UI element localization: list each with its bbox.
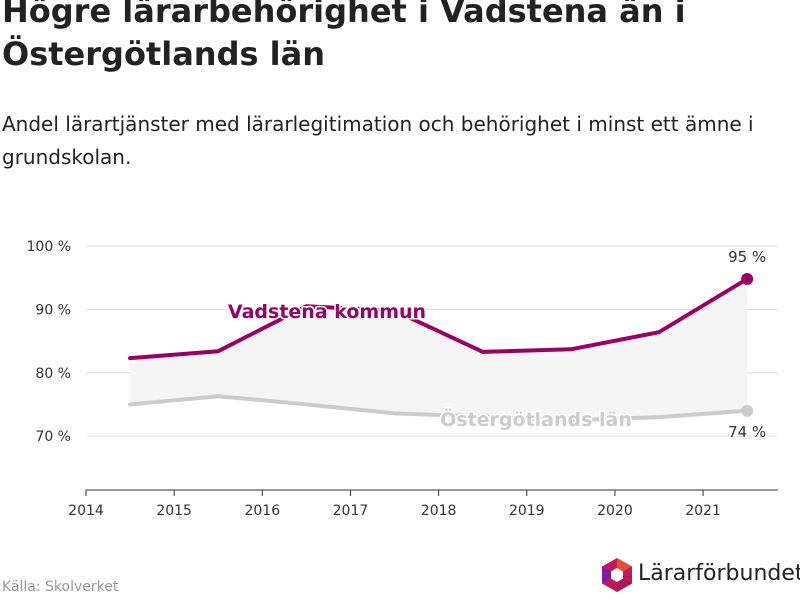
series-label: Östergötlands län (440, 407, 632, 431)
y-tick-label: 80 % (35, 366, 71, 382)
series-line (128, 394, 750, 423)
source-note: Källa: Skolverket (2, 579, 119, 595)
x-tick-label: 2018 (421, 503, 457, 519)
logo-text: Lärarförbundet (638, 561, 800, 586)
x-tick-label: 2015 (156, 503, 192, 519)
lararforbundet-logo-icon (602, 558, 632, 592)
series-end-label: 74 % (728, 423, 766, 441)
series-end-point (741, 404, 754, 417)
chart-title: Högre lärarbehörighet i Vadstena än i Ös… (2, 0, 686, 73)
chart-subtitle: Andel lärartjänster med lärarlegitimatio… (2, 112, 754, 169)
y-axis-ticks: 70 % 80 % 90 % 100 % (27, 239, 71, 445)
line-chart: 70 %80 %90 %100 % 2014 2015 2016 2017 2018 20… (27, 239, 778, 519)
x-axis: 2014 2015 2016 2017 2018 2019 2020 2021 (68, 489, 778, 519)
y-tick-label: 90 % (35, 302, 71, 318)
series-line (128, 276, 750, 361)
brand-logo: Lärarförbundet (600, 557, 800, 593)
series-end-point (741, 272, 754, 285)
x-tick-label: 2019 (509, 503, 545, 519)
x-tick-label: 2021 (685, 503, 721, 519)
x-tick-label: 2014 (68, 503, 104, 519)
series-end-label: 95 % (728, 248, 766, 266)
y-tick-label: 70 % (35, 429, 71, 445)
x-tick-label: 2017 (333, 503, 369, 519)
range-band (130, 278, 748, 421)
series-label: Vadstena kommun (228, 301, 426, 323)
x-tick-label: 2020 (597, 503, 633, 519)
y-tick-label: 100 % (27, 239, 71, 255)
series-labels: 95 % 74 % Vadstena kommun Östergötlands län (226, 248, 766, 441)
series-lines (128, 272, 754, 423)
x-tick-label: 2016 (244, 503, 280, 519)
